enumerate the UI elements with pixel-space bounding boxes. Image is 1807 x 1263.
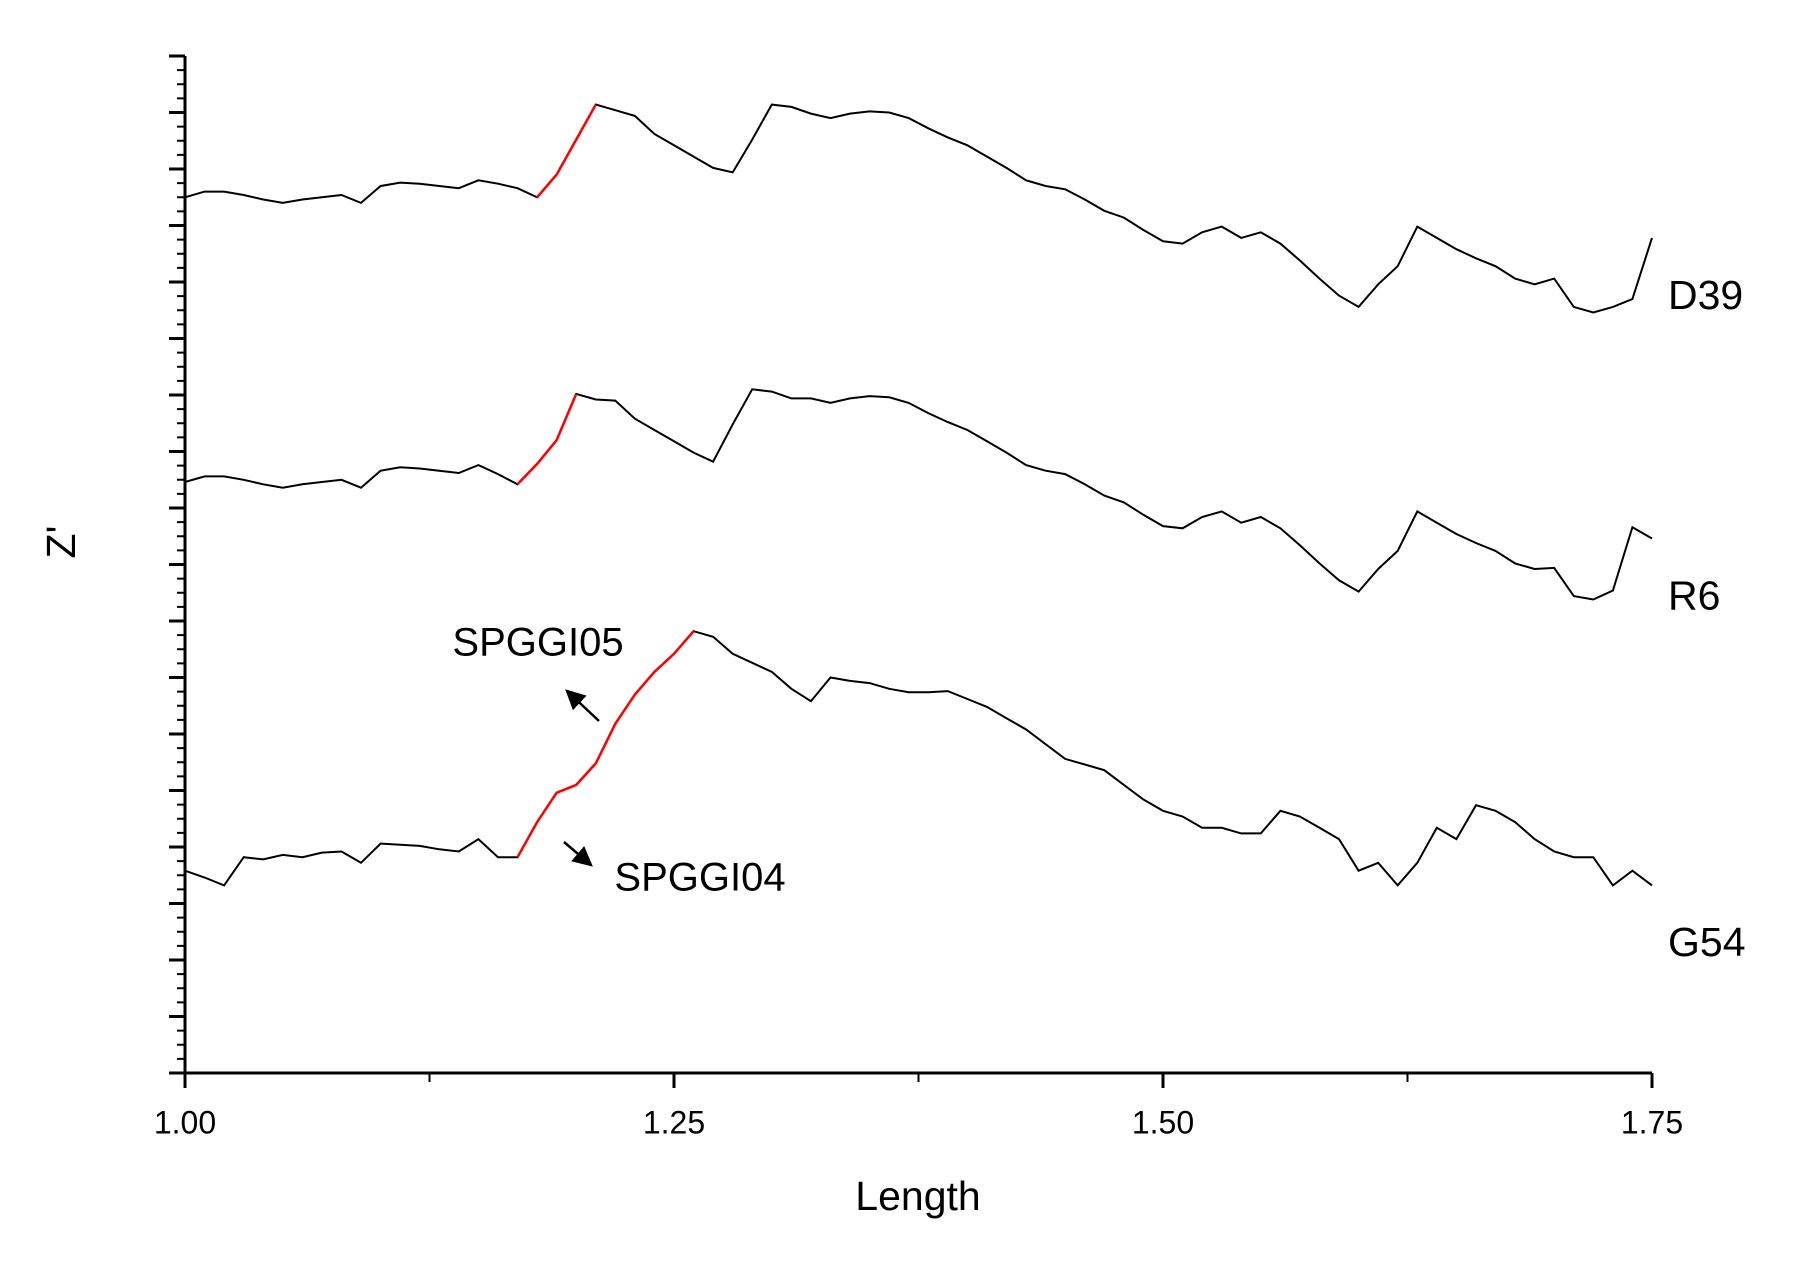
x-tick-label: 1.50: [1132, 1104, 1194, 1140]
annotation: SPGGI05: [452, 621, 623, 665]
x-tick-label: 1.00: [154, 1104, 216, 1140]
x-axis-title: Length: [855, 1173, 980, 1219]
highlight-segment: [536, 103, 597, 199]
highlight-segment: [516, 393, 578, 486]
series-line: [184, 388, 1653, 601]
series-line: [184, 630, 1653, 887]
highlight-segment: [516, 630, 695, 858]
annotation: SPGGI04: [614, 856, 785, 900]
series-label: R6: [1668, 572, 1720, 618]
x-tick-label: 1.25: [643, 1104, 705, 1140]
series-label: G54: [1668, 919, 1746, 965]
y-axis-title: Z': [38, 526, 84, 559]
annotation-arrow: [565, 689, 600, 722]
x-tick-label: 1.75: [1621, 1104, 1683, 1140]
series-label: D39: [1668, 272, 1743, 318]
series-line: [184, 103, 1653, 314]
annotation-arrow: [563, 841, 593, 867]
